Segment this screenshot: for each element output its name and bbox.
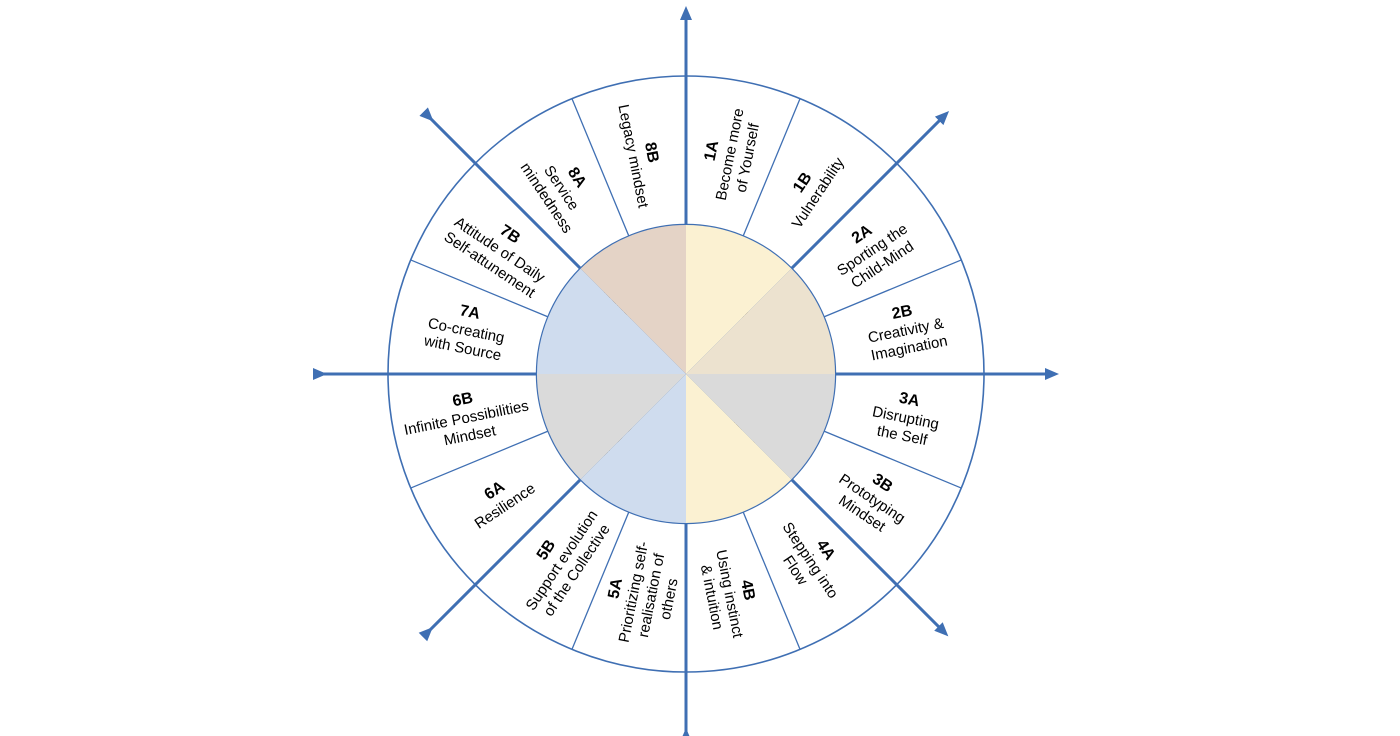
inner-segment-3 <box>686 374 836 480</box>
inner-segment-1 <box>686 225 792 374</box>
outer-code-6b: 6B <box>451 390 474 411</box>
outer-code-4b: 4B <box>737 579 758 602</box>
outer-code-3a: 3A <box>898 390 922 411</box>
outer-code-1a: 1A <box>702 139 723 163</box>
inner-segment-4 <box>686 374 792 523</box>
outer-code-5a: 5A <box>605 576 626 600</box>
inner-segment-8 <box>580 225 686 374</box>
outer-code-2b: 2B <box>890 302 913 323</box>
inner-segment-7 <box>537 268 686 374</box>
inner-segment-2 <box>686 268 835 374</box>
outer-code-7a: 7A <box>458 302 482 323</box>
outer-code-8b: 8B <box>641 141 662 164</box>
inner-segment-5 <box>580 374 686 523</box>
inner-segment-6 <box>537 374 686 480</box>
inner-segments <box>537 225 836 523</box>
